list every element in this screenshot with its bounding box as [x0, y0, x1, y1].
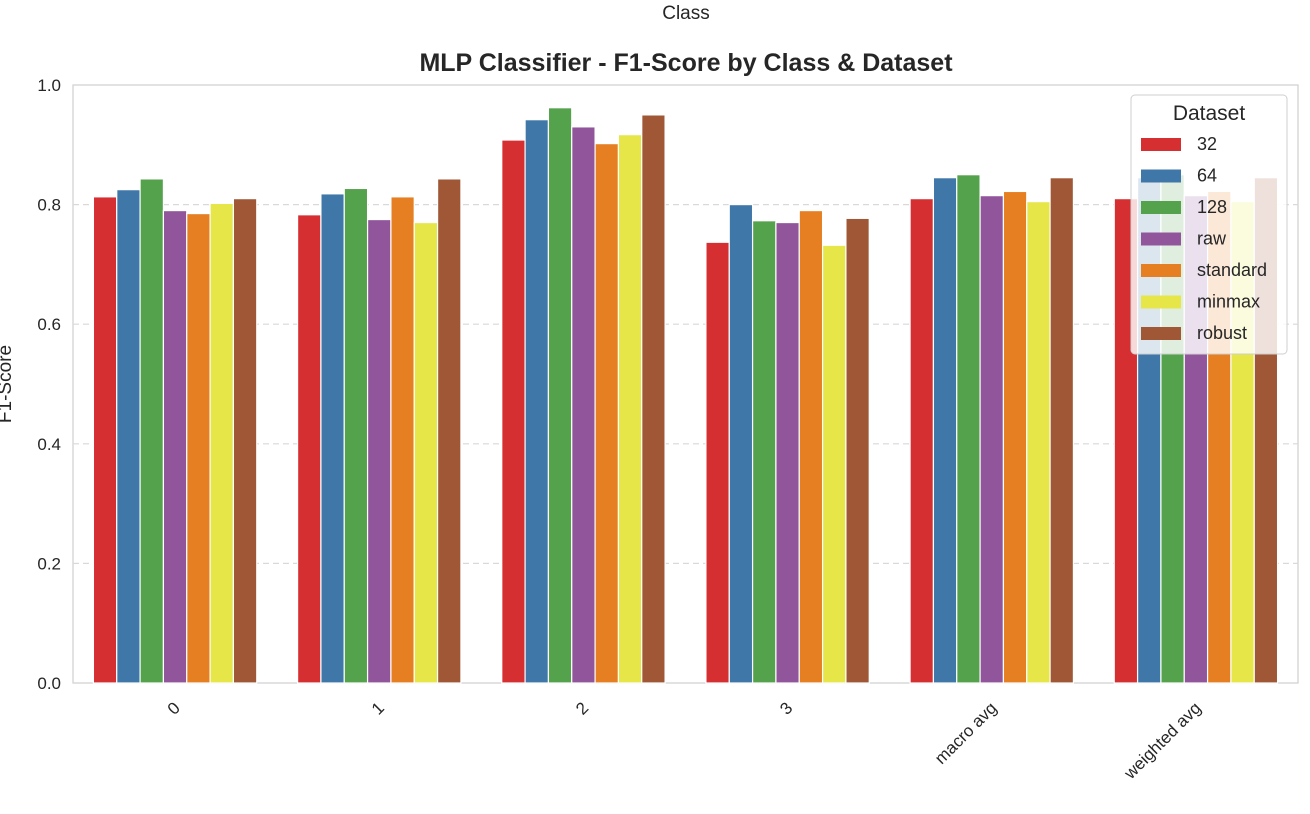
x-axis-ticks: 0 1 2 3 macro avg weighted avg — [164, 698, 1205, 783]
legend-label-128: 128 — [1197, 197, 1227, 217]
legend-swatch-128 — [1141, 201, 1181, 214]
legend-swatch-robust — [1141, 327, 1181, 340]
gridlines — [73, 204, 1298, 565]
bar-minmax-3 — [821, 244, 847, 684]
legend-label-robust: robust — [1197, 323, 1247, 343]
x-tick-label: 3 — [776, 698, 796, 718]
bar-robust-1 — [436, 178, 462, 684]
legend-box — [1130, 94, 1288, 355]
bar-robust-0 — [232, 198, 258, 684]
bar-minmax-macro-avg — [1026, 201, 1051, 684]
y-axis-label: F1-Score — [0, 345, 16, 423]
bar-minmax-1 — [413, 221, 439, 684]
legend-label-minmax: minmax — [1197, 292, 1260, 312]
legend-swatch-32 — [1141, 138, 1181, 151]
legend-swatch-standard — [1141, 264, 1181, 277]
x-tick-label: 1 — [368, 698, 388, 718]
bar-robust-macro-avg — [1049, 177, 1075, 684]
bar-64-0 — [116, 189, 141, 684]
bar-minmax-0 — [209, 202, 235, 684]
legend-swatch-minmax — [1141, 295, 1181, 309]
legend-label-raw: raw — [1197, 229, 1227, 249]
bar-standard-macro-avg — [1002, 190, 1028, 684]
bar-32-2 — [501, 139, 526, 684]
x-tick-label: 2 — [572, 698, 592, 718]
y-tick-label: 0.2 — [37, 554, 61, 573]
legend-title: Dataset — [1173, 102, 1246, 125]
bar-raw-0 — [162, 209, 188, 684]
bar-32-0 — [92, 196, 118, 684]
x-tick-label: 0 — [164, 698, 184, 718]
bar-32-3 — [705, 241, 730, 684]
x-tick-label: weighted avg — [1120, 698, 1205, 783]
bar-128-1 — [343, 187, 369, 684]
y-tick-label: 0.6 — [37, 315, 61, 334]
legend-label-standard: standard — [1197, 260, 1267, 280]
bar-64-2 — [524, 119, 550, 684]
y-tick-label: 1.0 — [37, 76, 61, 95]
bar-64-1 — [320, 193, 345, 684]
bar-minmax-2 — [617, 134, 643, 684]
bar-standard-1 — [390, 196, 415, 684]
legend-swatch-64 — [1141, 169, 1181, 183]
legend: Dataset 32 64 128 raw standard minmax robust — [1130, 94, 1288, 355]
y-tick-label: 0.4 — [37, 435, 61, 454]
y-axis-ticks: 0.0 0.2 0.4 0.6 0.8 1.0 — [37, 76, 61, 693]
bar-raw-macro-avg — [979, 195, 1005, 684]
bar-robust-2 — [641, 114, 666, 684]
plot-area-frame — [72, 84, 1299, 684]
bar-standard-2 — [594, 143, 620, 684]
legend-label-64: 64 — [1197, 166, 1217, 186]
bar-64-macro-avg — [932, 177, 958, 684]
x-axis-label: Class — [662, 3, 710, 24]
bar-32-1 — [296, 214, 322, 684]
bar-128-3 — [751, 220, 777, 684]
legend-label-32: 32 — [1197, 134, 1217, 154]
bar-standard-3 — [798, 209, 824, 684]
bar-raw-2 — [571, 126, 596, 684]
bar-32-macro-avg — [909, 198, 935, 684]
legend-swatch-raw — [1141, 232, 1181, 246]
bar-128-macro-avg — [956, 174, 981, 684]
bar-standard-0 — [186, 212, 211, 684]
bar-robust-3 — [845, 217, 870, 684]
y-tick-label: 0.0 — [37, 674, 61, 693]
bar-raw-3 — [775, 221, 800, 684]
bar-128-0 — [139, 178, 165, 684]
bar-64-3 — [728, 204, 754, 684]
x-tick-label: macro avg — [931, 698, 1001, 768]
chart-title: MLP Classifier - F1-Score by Class & Dat… — [419, 49, 953, 77]
bar-128-2 — [547, 107, 573, 684]
bar-raw-1 — [366, 218, 392, 684]
y-tick-label: 0.8 — [37, 196, 61, 215]
